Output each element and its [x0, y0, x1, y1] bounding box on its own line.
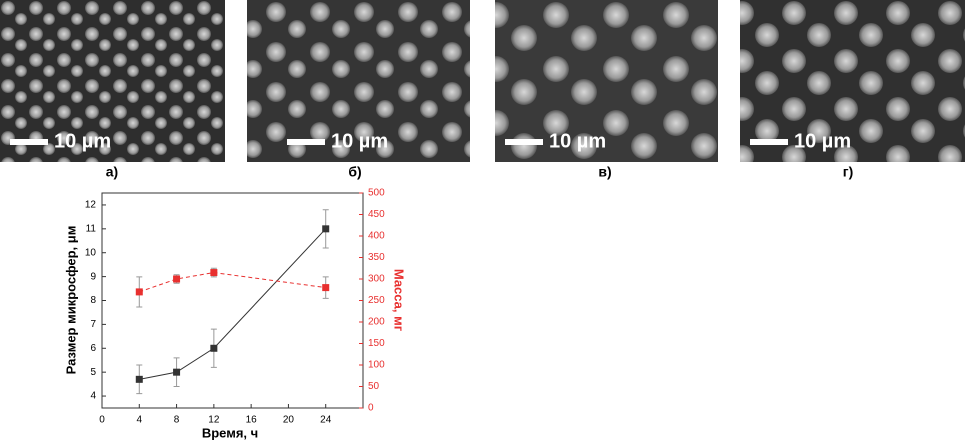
- y-tick-label: 9: [90, 271, 96, 282]
- plot-frame: [101, 192, 364, 409]
- scale-label: 10 µm: [549, 130, 606, 152]
- sem-image: 10 µm г): [740, 0, 965, 180]
- y-tick-label: 12: [85, 200, 97, 211]
- sem-image: 10 µm б): [247, 0, 470, 180]
- x-tick-label: 4: [137, 415, 143, 426]
- series-line: [139, 272, 326, 293]
- x-tick-label: 8: [174, 415, 180, 426]
- x-tick-label: 0: [99, 415, 105, 426]
- panel-label: в): [598, 164, 611, 180]
- panel-label: г): [843, 164, 854, 180]
- x-tick-label: 20: [283, 415, 295, 426]
- data-point: [173, 275, 181, 283]
- chart: Время, ч Размер микросфер, μм Масса, мг …: [63, 188, 406, 441]
- scale-label: 10 µm: [54, 130, 111, 152]
- y-tick-label: 7: [90, 319, 96, 330]
- y2-tick-label: 350: [368, 252, 385, 263]
- sem-image: 10 µm а): [0, 0, 225, 180]
- data-point: [173, 368, 181, 376]
- y2-tick-label: 450: [368, 209, 385, 220]
- x-tick-label: 12: [208, 415, 220, 426]
- data-point: [322, 225, 330, 233]
- x-tick-label: 16: [246, 415, 258, 426]
- series-line: [139, 228, 327, 380]
- data-point: [135, 375, 143, 383]
- data-point: [210, 269, 218, 277]
- sem-image: 10 µm в): [495, 0, 718, 180]
- scale-label: 10 µm: [794, 130, 851, 152]
- y-tick-label: 6: [90, 343, 96, 354]
- y2-axis-label: Масса, мг: [392, 269, 407, 332]
- y2-tick-label: 250: [368, 295, 385, 306]
- y2-tick-label: 200: [368, 317, 385, 328]
- y2-tick-label: 0: [368, 403, 374, 414]
- scale-label: 10 µm: [331, 130, 388, 152]
- y2-tick-label: 150: [368, 338, 385, 349]
- panel-label: а): [106, 164, 118, 180]
- panel-label: б): [348, 164, 361, 180]
- y-tick-label: 11: [86, 223, 97, 234]
- x-tick-label: 24: [320, 415, 332, 426]
- y2-tick-label: 400: [368, 231, 385, 242]
- y2-tick-label: 100: [368, 360, 385, 371]
- y2-tick-label: 300: [368, 274, 385, 285]
- y-tick-label: 10: [85, 247, 97, 258]
- y-tick-label: 4: [90, 391, 96, 402]
- y-tick-label: 5: [90, 367, 96, 378]
- y-tick-label: 8: [90, 295, 96, 306]
- y-axis-label: Размер микросфер, μм: [63, 226, 78, 375]
- y2-tick-label: 50: [368, 381, 380, 392]
- data-point: [135, 288, 143, 296]
- x-axis-label: Время, ч: [202, 425, 258, 440]
- data-point: [322, 284, 330, 292]
- y2-tick-label: 500: [368, 188, 385, 199]
- data-point: [210, 344, 218, 352]
